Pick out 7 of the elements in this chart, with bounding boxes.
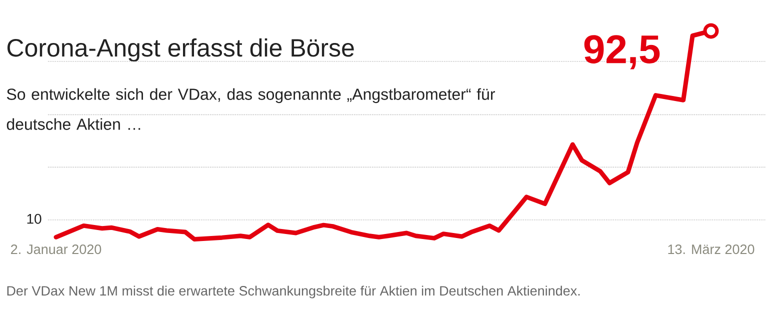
x-tick-label: 2. Januar 2020: [11, 244, 102, 254]
annotation: 92,5: [584, 35, 660, 70]
text: 10: [27, 214, 42, 224]
text: So entwickelte sich der VDax, das sogenannte „Angstbarometer“ für deutsche Aktien …: [6, 88, 495, 130]
text: Der VDax New 1M misst die erwartete Schwankungsbreite für Aktien im Deutschen Aktienindex.: [7, 286, 580, 298]
x-tick-label: 13. März 2020: [668, 244, 754, 254]
chart-title: Corona-Angst erfasst die Börse: [7, 38, 354, 62]
